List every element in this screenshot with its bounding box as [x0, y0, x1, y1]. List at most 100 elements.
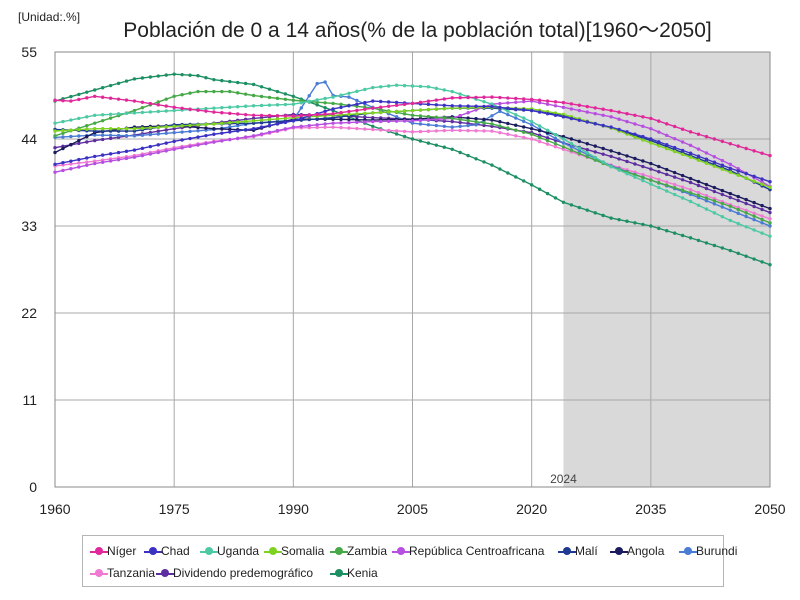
data-point [323, 109, 327, 114]
data-point [180, 124, 184, 128]
data-point [688, 151, 693, 155]
data-point [283, 116, 288, 120]
data-point [442, 97, 446, 101]
data-point [474, 117, 478, 121]
data-point [355, 108, 359, 113]
data-point [267, 117, 272, 122]
data-point [410, 130, 415, 134]
data-point [267, 103, 272, 107]
data-point [394, 109, 399, 114]
x-tick-label: 1975 [159, 501, 190, 517]
data-point [458, 120, 462, 125]
data-point [434, 107, 439, 111]
data-point [553, 100, 558, 104]
data-point [339, 102, 343, 107]
data-point [752, 149, 756, 153]
data-point [410, 113, 415, 117]
data-point [394, 132, 399, 136]
data-point [196, 108, 200, 112]
data-point [371, 127, 375, 132]
data-point [132, 99, 137, 103]
data-point [633, 156, 637, 161]
data-point [355, 112, 359, 116]
data-point [450, 147, 454, 151]
legend-label: Malí [575, 544, 598, 558]
data-point [529, 108, 534, 113]
data-point [744, 171, 748, 176]
data-point [537, 139, 542, 144]
data-point [93, 127, 97, 131]
data-point [553, 104, 558, 108]
data-point [77, 161, 81, 165]
data-point [545, 102, 550, 106]
data-point [259, 85, 264, 89]
y-axis-ticks: 0 11 22 33 44 55 [21, 44, 37, 495]
data-point [458, 150, 462, 155]
data-point [156, 100, 160, 104]
data-point [609, 164, 613, 169]
legend-item: Somalia [264, 544, 324, 558]
data-point [442, 145, 446, 149]
data-point [100, 160, 105, 164]
data-point [672, 182, 677, 187]
data-point [577, 148, 582, 153]
data-point [720, 201, 725, 206]
data-point [704, 161, 709, 165]
data-point [704, 193, 709, 198]
data-point [355, 102, 359, 106]
data-point [680, 152, 685, 157]
data-point [617, 110, 621, 114]
data-point [339, 117, 343, 122]
data-point [585, 155, 589, 159]
data-point [140, 76, 145, 80]
data-point [665, 122, 669, 126]
data-point [712, 137, 717, 141]
x-tick-label: 1990 [278, 501, 309, 517]
data-point [569, 141, 574, 146]
data-point [323, 80, 327, 84]
data-point [617, 168, 621, 172]
data-point [609, 149, 613, 153]
data-point [259, 113, 264, 118]
data-point [736, 194, 740, 199]
data-point [498, 105, 502, 110]
data-point [53, 146, 57, 150]
data-point [275, 117, 280, 121]
data-point [402, 102, 407, 107]
data-point [688, 176, 693, 181]
data-point [53, 98, 57, 102]
data-point [323, 125, 327, 129]
legend-swatch-dot [335, 546, 343, 555]
data-point [728, 191, 732, 196]
data-point [649, 175, 653, 179]
x-tick-label: 1960 [39, 501, 70, 517]
data-point [307, 94, 311, 98]
data-point [371, 111, 375, 115]
data-point [323, 116, 327, 120]
data-point [561, 112, 566, 117]
data-point [665, 229, 669, 233]
data-point [553, 142, 558, 146]
data-point [315, 98, 319, 102]
data-point [585, 147, 589, 152]
data-point [712, 160, 717, 164]
data-point [402, 83, 407, 88]
data-point [768, 224, 772, 228]
data-point [394, 83, 399, 87]
data-point [251, 104, 256, 108]
data-point [466, 104, 470, 108]
data-point [180, 146, 184, 150]
series-layer [53, 72, 772, 267]
data-point [633, 132, 637, 136]
data-point [212, 140, 216, 144]
legend-swatch-dot [149, 546, 157, 555]
data-point [85, 124, 89, 128]
data-point [339, 121, 343, 125]
data-point [93, 138, 97, 143]
data-point [633, 122, 637, 126]
data-point [410, 121, 415, 125]
data-point [466, 118, 470, 123]
data-point [371, 99, 375, 103]
data-point [466, 111, 470, 115]
data-point [760, 214, 764, 218]
